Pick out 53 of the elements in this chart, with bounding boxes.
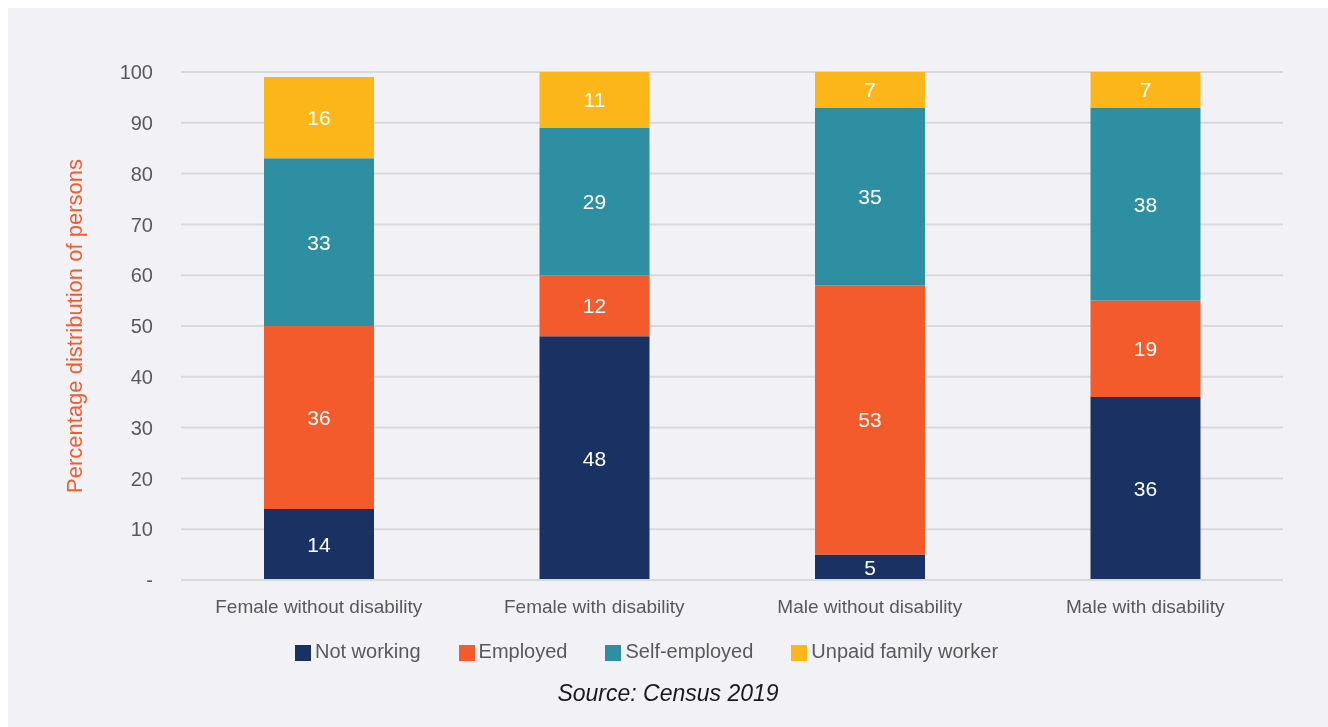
x-tick-label: Female with disability (503, 596, 686, 618)
bar (264, 508, 374, 580)
y-tick-label: 50 (130, 315, 153, 338)
data-label: 29 (582, 189, 607, 213)
data-label: 36 (307, 405, 331, 429)
y-tick-label: 100 (119, 61, 153, 84)
data-label: 35 (858, 184, 882, 208)
x-tick-label: Male with disability (1066, 596, 1225, 618)
bar (264, 77, 374, 159)
data-label: 19 (1133, 337, 1158, 361)
x-tick-label: Male without disability (777, 596, 963, 618)
bar (1090, 107, 1201, 301)
y-tick-label: 80 (130, 162, 153, 185)
data-label: 16 (307, 106, 331, 130)
bar (1090, 72, 1201, 108)
y-tick-label: - (146, 569, 153, 592)
bar (1090, 300, 1201, 398)
source-note: Source: Census 2019 (556, 680, 780, 707)
y-tick-label: 60 (130, 264, 153, 287)
bar (539, 127, 650, 276)
y-axis-title: Percentage distribution of persons (61, 159, 87, 493)
bar (539, 72, 650, 128)
y-tick-label: 30 (130, 416, 153, 439)
y-tick-label: 70 (130, 213, 153, 236)
y-tick-label: 40 (130, 365, 153, 388)
bar (815, 72, 925, 108)
data-label: 33 (307, 230, 331, 254)
y-tick-label: 10 (130, 518, 153, 541)
data-label: 7 (864, 78, 876, 102)
data-label: 7 (1139, 78, 1152, 102)
legend-label: Self-employed (625, 640, 754, 662)
y-tick-label: 20 (130, 467, 153, 490)
bar (264, 158, 374, 326)
bar (815, 107, 925, 286)
bar (539, 336, 650, 580)
data-label: 36 (1133, 477, 1158, 501)
legend-label: Not working (314, 640, 421, 662)
bar (815, 285, 925, 555)
bar (815, 554, 925, 580)
data-label: 38 (1133, 192, 1158, 216)
data-label: 5 (864, 555, 876, 579)
bar (264, 326, 374, 509)
y-tick-label: 90 (130, 111, 153, 134)
legend-label: Employed (478, 640, 568, 662)
x-tick-label: Female without disability (215, 596, 423, 618)
data-label: 12 (582, 294, 607, 318)
data-label: 11 (583, 88, 606, 112)
data-label: 14 (307, 532, 331, 556)
data-label: 53 (858, 408, 882, 432)
bar (539, 275, 650, 337)
data-label: 48 (582, 446, 607, 470)
bar (1090, 397, 1201, 580)
legend-label: Unpaid family worker (811, 640, 999, 662)
